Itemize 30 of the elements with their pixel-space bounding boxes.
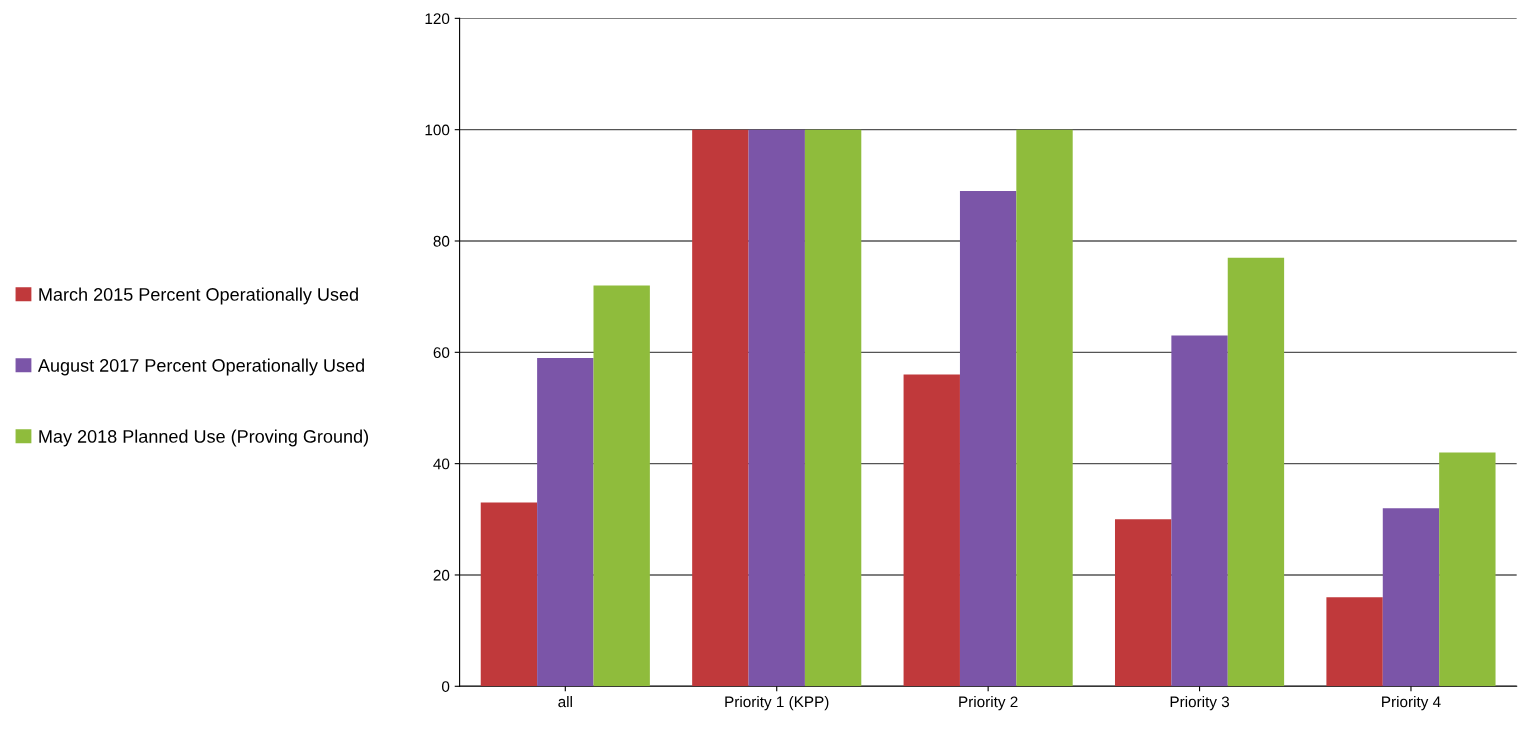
bar: [593, 285, 650, 687]
bar: [903, 374, 960, 687]
legend-label: May 2018 Planned Use (Proving Ground): [39, 429, 368, 447]
bar: [748, 129, 805, 687]
bar: [1114, 519, 1172, 687]
bar: [1382, 508, 1440, 687]
bar: [1439, 452, 1496, 687]
y-tick-label: 40: [433, 458, 450, 470]
y-tick-label: 20: [433, 569, 450, 581]
bar: [692, 129, 749, 687]
bar: [537, 357, 594, 687]
bar: [1326, 597, 1383, 687]
y-tick-label: 100: [425, 124, 450, 136]
x-tick-label: Priority 4: [1382, 696, 1441, 711]
y-tick-label: 0: [441, 681, 450, 692]
bar: [1227, 257, 1285, 687]
x-tick-label: Priority 2: [959, 696, 1018, 711]
bar: [1171, 335, 1228, 687]
x-tick-label: Priority 3: [1170, 696, 1230, 711]
legend-label: August 2017 Percent Operationally Used: [37, 358, 364, 376]
bar: [1016, 129, 1073, 687]
x-tick-label: all: [558, 696, 572, 708]
y-tick-label: 120: [425, 13, 450, 25]
bar: [959, 190, 1017, 687]
x-tick-label: Priority 1 (KPP): [725, 696, 829, 711]
bar: [480, 502, 538, 687]
legend-label: March 2015 Percent Operationally Used: [39, 287, 358, 305]
y-tick-label: 80: [433, 235, 450, 247]
bar: [804, 129, 862, 687]
y-tick-label: 60: [433, 347, 450, 359]
